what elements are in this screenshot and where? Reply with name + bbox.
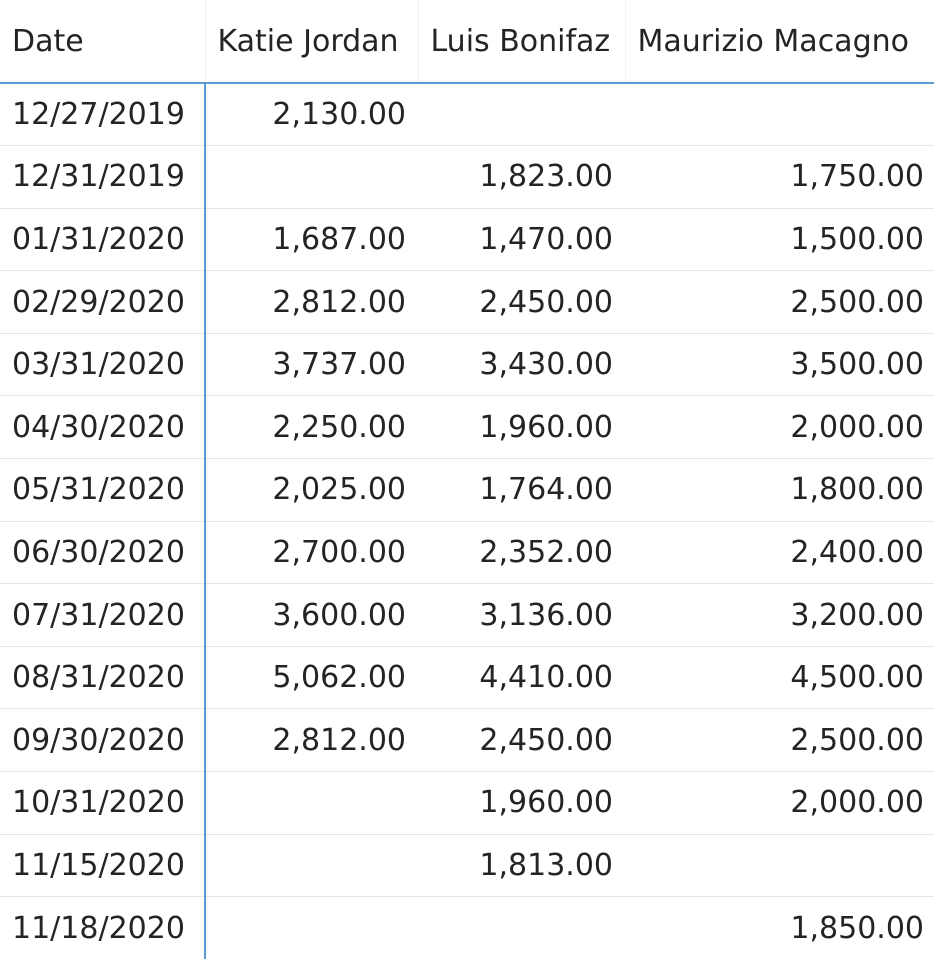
katie-jordan-cell: 2,812.00 xyxy=(205,270,418,334)
luis-bonifaz-cell: 4,410.00 xyxy=(418,646,625,710)
table-row[interactable]: 10/31/2020 1,960.00 2,000.00 xyxy=(0,771,934,835)
table-row[interactable]: 02/29/2020 2,812.00 2,450.00 2,500.00 xyxy=(0,270,934,334)
luis-bonifaz-cell: 3,430.00 xyxy=(418,333,625,397)
katie-jordan-cell xyxy=(205,145,418,209)
column-header-katie-jordan[interactable]: Katie Jordan xyxy=(205,0,419,84)
table-row[interactable]: 09/30/2020 2,812.00 2,450.00 2,500.00 xyxy=(0,708,934,773)
date-cell: 05/31/2020 xyxy=(0,458,206,522)
table-row[interactable]: 07/31/2020 3,600.00 3,136.00 3,200.00 xyxy=(0,583,934,647)
date-cell: 10/31/2020 xyxy=(0,771,206,835)
maurizio-macagno-cell: 1,850.00 xyxy=(790,910,924,946)
katie-jordan-cell xyxy=(205,897,418,960)
maurizio-macagno-cell: 2,000.00 xyxy=(625,395,934,460)
katie-jordan-cell: 2,812.00 xyxy=(205,708,418,773)
date-cell: 11/18/2020 xyxy=(0,896,206,960)
luis-bonifaz-cell xyxy=(418,897,625,960)
maurizio-macagno-cell: 3,200.00 xyxy=(625,583,934,647)
table-row[interactable]: 06/30/2020 2,700.00 2,352.00 2,400.00 xyxy=(0,521,934,585)
date-cell: 06/30/2020 xyxy=(0,521,206,585)
table-row[interactable]: 03/31/2020 3,737.00 3,430.00 3,500.00 xyxy=(0,333,934,397)
katie-jordan-cell: 3,600.00 xyxy=(205,583,418,647)
luis-bonifaz-cell: 1,470.00 xyxy=(418,208,625,272)
maurizio-macagno-cell xyxy=(625,834,934,898)
column-header-luis-bonifaz[interactable]: Luis Bonifaz xyxy=(418,0,626,84)
luis-bonifaz-cell: 1,764.00 xyxy=(418,458,625,522)
date-cell: 07/31/2020 xyxy=(0,583,206,647)
maurizio-macagno-cell: 1,500.00 xyxy=(625,208,934,272)
maurizio-macagno-cell: 2,000.00 xyxy=(625,771,934,835)
luis-bonifaz-cell: 2,352.00 xyxy=(418,521,625,585)
table-row[interactable]: 12/31/2019 1,823.00 1,750.00 xyxy=(0,145,934,209)
maurizio-macagno-cell: 2,400.00 xyxy=(625,521,934,585)
katie-jordan-cell: 2,250.00 xyxy=(205,395,418,460)
luis-bonifaz-cell: 2,450.00 xyxy=(418,708,625,773)
luis-bonifaz-cell: 1,960.00 xyxy=(418,771,625,835)
date-cell: 04/30/2020 xyxy=(0,395,206,460)
date-cell: 12/31/2019 xyxy=(0,145,206,209)
luis-bonifaz-cell: 2,450.00 xyxy=(418,270,625,334)
maurizio-macagno-cell: 3,500.00 xyxy=(625,333,934,397)
date-cell: 01/31/2020 xyxy=(0,208,206,272)
date-cell: 02/29/2020 xyxy=(0,270,206,334)
katie-jordan-cell xyxy=(205,771,418,835)
table-row[interactable]: 12/27/2019 2,130.00 xyxy=(0,83,934,147)
maurizio-macagno-cell: 2,500.00 xyxy=(625,270,934,334)
table-row[interactable]: 01/31/2020 1,687.00 1,470.00 1,500.00 xyxy=(0,208,934,272)
luis-bonifaz-cell xyxy=(418,83,625,147)
date-cell: 11/15/2020 xyxy=(0,834,206,898)
table-row[interactable]: 11/18/2020 1,850.00 xyxy=(0,896,934,960)
table-row[interactable]: 08/31/2020 5,062.00 4,410.00 4,500.00 xyxy=(0,646,934,710)
date-cell: 12/27/2019 xyxy=(0,83,206,147)
table-row[interactable]: 04/30/2020 2,250.00 1,960.00 2,000.00 xyxy=(0,395,934,460)
table-row[interactable]: 11/15/2020 1,813.00 xyxy=(0,834,934,898)
katie-jordan-cell xyxy=(205,834,418,898)
header-row: Date Katie Jordan Luis Bonifaz Maurizio … xyxy=(0,0,934,84)
katie-jordan-cell: 5,062.00 xyxy=(205,646,418,710)
maurizio-macagno-cell: 1,750.00 xyxy=(625,145,934,209)
luis-bonifaz-cell: 1,823.00 xyxy=(418,145,625,209)
katie-jordan-cell: 2,130.00 xyxy=(205,83,418,147)
katie-jordan-cell: 2,025.00 xyxy=(205,458,418,522)
date-cell: 09/30/2020 xyxy=(0,708,206,773)
maurizio-macagno-cell: 2,500.00 xyxy=(625,708,934,773)
katie-jordan-cell: 3,737.00 xyxy=(205,333,418,397)
column-header-maurizio-macagno[interactable]: Maurizio Macagno xyxy=(625,0,934,84)
maurizio-macagno-cell xyxy=(625,83,934,147)
maurizio-macagno-cell: 1,800.00 xyxy=(625,458,934,522)
luis-bonifaz-cell: 1,813.00 xyxy=(418,834,625,898)
katie-jordan-cell: 1,687.00 xyxy=(205,208,418,272)
luis-bonifaz-cell: 3,136.00 xyxy=(418,583,625,647)
luis-bonifaz-cell: 1,960.00 xyxy=(418,395,625,460)
katie-jordan-cell: 2,700.00 xyxy=(205,521,418,585)
maurizio-macagno-cell: 4,500.00 xyxy=(625,646,934,710)
column-header-date[interactable]: Date xyxy=(0,0,206,84)
table-row[interactable]: 05/31/2020 2,025.00 1,764.00 1,800.00 xyxy=(0,458,934,522)
date-cell: 08/31/2020 xyxy=(0,646,206,710)
date-cell: 03/31/2020 xyxy=(0,333,206,397)
